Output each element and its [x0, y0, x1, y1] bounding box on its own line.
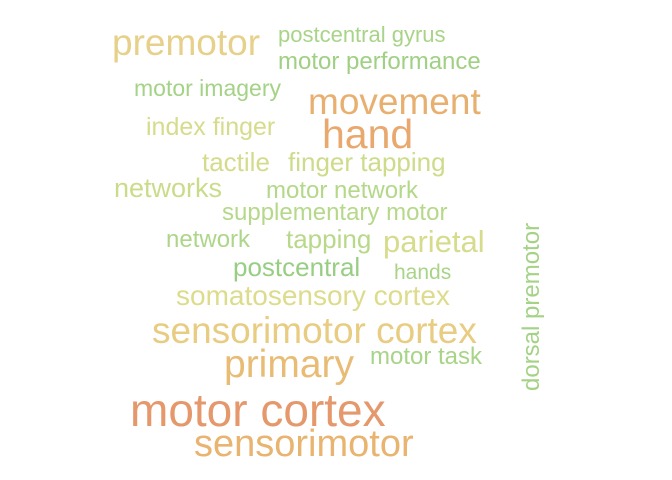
word-index-finger: index finger	[146, 113, 276, 141]
word-hands: hands	[394, 261, 452, 284]
word-sensorimotor-cortex: sensorimotor cortex	[152, 310, 477, 351]
word-networks: networks	[114, 173, 223, 203]
word-postcentral-gyrus: postcentral gyrus	[278, 22, 446, 47]
word-motor-imagery: motor imagery	[134, 75, 281, 101]
word-motor-task: motor task	[370, 343, 483, 370]
word-finger-tapping: finger tapping	[288, 147, 446, 177]
word-postcentral: postcentral	[233, 252, 361, 282]
word-tactile: tactile	[202, 147, 270, 177]
word-primary: primary	[224, 343, 355, 386]
word-parietal: parietal	[383, 224, 485, 259]
word-motor-cortex: motor cortex	[130, 384, 386, 436]
word-dorsal-premotor: dorsal premotor	[518, 222, 545, 391]
word-hand: hand	[322, 111, 414, 157]
word-tapping: tapping	[286, 224, 372, 254]
word-movement: movement	[308, 81, 481, 122]
word-supplementary-motor: supplementary motor	[222, 199, 448, 226]
word-motor-performance: motor performance	[278, 48, 481, 75]
word-network: network	[166, 226, 251, 253]
word-somatosensory-cortex: somatosensory cortex	[176, 280, 450, 311]
word-premotor: premotor	[112, 22, 261, 63]
word-motor-network: motor network	[266, 177, 419, 204]
word-sensorimotor: sensorimotor	[194, 423, 414, 465]
